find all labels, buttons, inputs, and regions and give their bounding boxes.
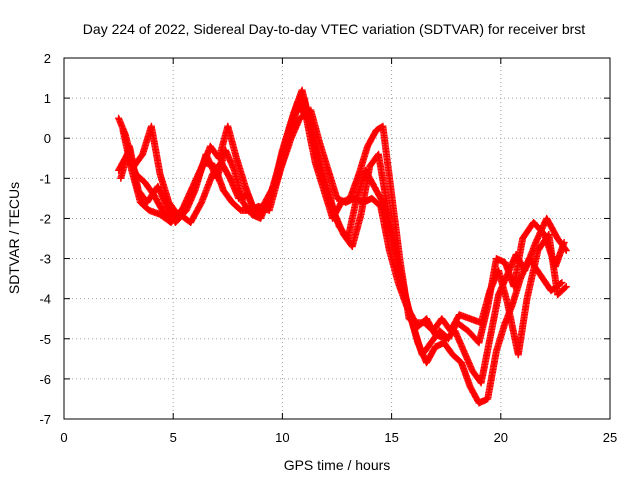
y-tick-labels: 2 1 0 -1 -2 -3 -4 -5 -6 -7 (39, 51, 51, 427)
series-trace-D (119, 106, 570, 359)
y-tick-label: -6 (39, 372, 51, 387)
y-tick-label: -2 (39, 211, 51, 226)
x-tick-label: 25 (603, 430, 617, 445)
x-tick-label: 5 (170, 430, 177, 445)
x-tick-label: 0 (60, 430, 67, 445)
y-tick-label: -5 (39, 332, 51, 347)
x-tick-labels: 0 5 10 15 20 25 (60, 430, 617, 445)
y-tick-label: -3 (39, 252, 51, 267)
x-axis-label: GPS time / hours (284, 457, 391, 473)
x-tick-label: 15 (384, 430, 398, 445)
y-tick-label: -7 (39, 412, 51, 427)
y-tick-label: 0 (44, 131, 51, 146)
x-tick-label: 20 (494, 430, 508, 445)
y-tick-label: -1 (39, 171, 51, 186)
data-marks (115, 86, 570, 407)
data-point (562, 283, 570, 291)
data-point (558, 279, 566, 287)
data-point (561, 245, 569, 253)
axis-ticks (63, 57, 611, 420)
y-tick-label: -4 (39, 292, 51, 307)
data-point (562, 247, 570, 255)
plot-frame (63, 57, 611, 420)
y-tick-label: 1 (44, 91, 51, 106)
y-axis-label: SDTVAR / TECUs (6, 182, 22, 294)
data-point (561, 284, 569, 292)
y-tick-label: 2 (44, 51, 51, 66)
chart-title: Day 224 of 2022, Sidereal Day-to-day VTE… (83, 21, 585, 37)
x-tick-label: 10 (275, 430, 289, 445)
